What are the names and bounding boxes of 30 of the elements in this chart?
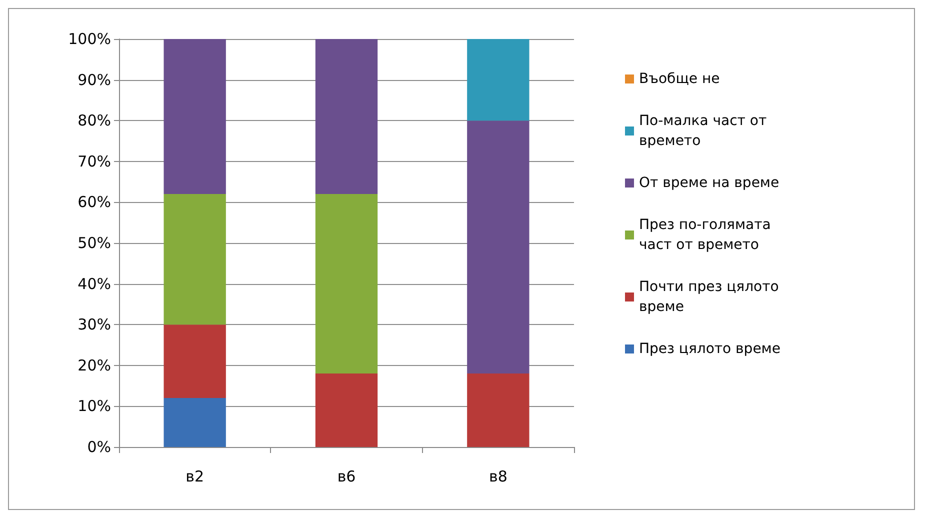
y-tick-label: 10% xyxy=(78,397,111,416)
y-tick-label: 60% xyxy=(78,193,111,212)
legend-label: Въобще не xyxy=(639,71,720,87)
bar xyxy=(467,374,530,447)
y-tick-label: 80% xyxy=(78,112,111,130)
legend-label: През по-голямата част от времето xyxy=(639,217,776,253)
y-tick-label: 90% xyxy=(78,70,111,89)
bar xyxy=(164,398,226,447)
y-tick-label: 100% xyxy=(68,30,111,48)
legend-label: От време на време xyxy=(639,175,780,191)
bar xyxy=(315,39,378,194)
bar xyxy=(164,324,226,398)
bar xyxy=(467,39,530,121)
legend-label: Почти през цялото време xyxy=(639,279,784,315)
y-tick-label: 0% xyxy=(87,438,111,456)
bar xyxy=(164,194,226,325)
bar xyxy=(164,39,226,194)
bar xyxy=(315,194,378,374)
bar xyxy=(315,374,378,447)
x-tick-label: в2 xyxy=(186,468,204,486)
x-tick-label: в8 xyxy=(488,468,508,486)
y-tick-label: 70% xyxy=(78,152,111,170)
legend-label: По-малка част от времето xyxy=(639,113,772,149)
x-tick-label: в6 xyxy=(337,468,356,486)
y-tick-label: 20% xyxy=(78,356,111,374)
y-tick-label: 40% xyxy=(78,274,111,293)
bar xyxy=(467,120,530,374)
legend-label: През цялото време xyxy=(639,341,780,357)
y-tick-label: 30% xyxy=(78,316,111,334)
y-tick-label: 50% xyxy=(78,234,111,252)
